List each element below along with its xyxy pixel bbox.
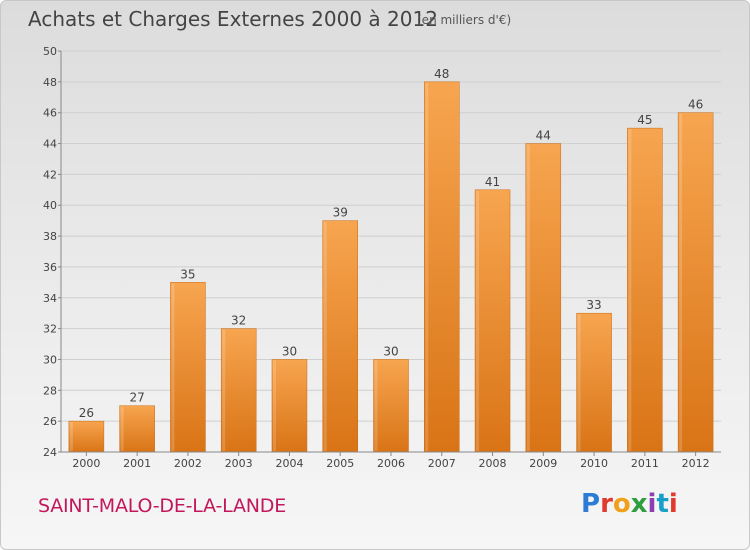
bar-2003 [220, 328, 257, 453]
y-tick-label: 50 [43, 45, 57, 58]
place-name: SAINT-MALO-DE-LA-LANDE [38, 495, 286, 517]
bar-2002 [170, 282, 206, 453]
y-tick-label: 30 [43, 353, 57, 366]
bar-highlight [628, 129, 632, 451]
x-tick-label: 2009 [529, 457, 557, 470]
x-tick-label: 2004 [275, 457, 303, 470]
data-label: 26 [79, 406, 94, 420]
logo-letter: t [656, 489, 669, 519]
labels: 24 26 28 30 32 34 36 38 40 42 44 46 48 50 26 2000 27 2001… [43, 45, 710, 470]
data-label: 48 [434, 67, 449, 81]
x-tick-label: 2006 [377, 457, 405, 470]
data-label: 41 [485, 175, 500, 189]
data-label: 35 [180, 267, 195, 281]
chart-title: Achats et Charges Externes 2000 à 2012 [28, 7, 438, 31]
bar-highlight [577, 314, 581, 451]
bar-2010 [576, 312, 612, 453]
bar-2004 [271, 359, 308, 453]
bar-highlight [69, 422, 73, 451]
y-tick-label: 24 [43, 446, 57, 459]
y-tick-label: 32 [43, 323, 57, 336]
bar-highlight [120, 406, 124, 451]
y-tick-label: 28 [43, 384, 57, 397]
data-label: 44 [536, 129, 551, 143]
x-tick-label: 2012 [682, 457, 710, 470]
logo-letter: i [668, 489, 678, 519]
logo-letter: x [630, 489, 648, 519]
x-tick-label: 2007 [428, 457, 456, 470]
bar-highlight [526, 144, 530, 452]
y-tick-label: 48 [43, 76, 57, 89]
data-label: 32 [231, 314, 246, 328]
bar-highlight [323, 221, 327, 451]
bar-highlight [171, 283, 175, 451]
x-tick-label: 2003 [225, 457, 253, 470]
bar-highlight [272, 360, 276, 451]
y-tick-label: 26 [43, 415, 57, 428]
data-label: 30 [383, 344, 398, 358]
data-label: 46 [688, 98, 703, 112]
bar-2008 [474, 189, 511, 453]
y-tick-label: 44 [43, 138, 57, 151]
data-label: 27 [130, 391, 145, 405]
bar-highlight [374, 360, 378, 451]
bar-2001 [119, 405, 155, 453]
x-tick-label: 2000 [72, 457, 100, 470]
logo-letter: o [612, 489, 631, 519]
data-label: 45 [637, 113, 652, 127]
logo-letter: i [647, 489, 657, 519]
y-tick-label: 42 [43, 168, 57, 181]
y-tick-label: 46 [43, 107, 57, 120]
bar-2000 [68, 420, 105, 453]
bar-highlight [679, 113, 683, 451]
y-tick-label: 38 [43, 230, 57, 243]
x-tick-label: 2001 [123, 457, 151, 470]
logo-letter: r [600, 489, 613, 519]
x-tick-label: 2010 [580, 457, 608, 470]
bar-2006 [373, 359, 409, 453]
x-tick-label: 2002 [174, 457, 202, 470]
logo-letter: P [581, 489, 601, 519]
bar-highlight [476, 190, 480, 452]
x-tick-label: 2011 [631, 457, 659, 470]
proxiti-logo: Proxiti [581, 489, 678, 519]
bar-2012 [677, 112, 714, 453]
data-label: 39 [333, 206, 348, 220]
bar-2011 [627, 127, 663, 453]
y-tick-label: 34 [43, 292, 57, 305]
bar-highlight [425, 82, 429, 451]
bar-2007 [424, 81, 460, 453]
y-tick-label: 36 [43, 261, 57, 274]
bar-2009 [525, 143, 562, 453]
bar-2005 [322, 220, 358, 453]
x-tick-label: 2005 [326, 457, 354, 470]
chart-subtitle: (en milliers d'€) [417, 13, 512, 27]
data-label: 30 [282, 344, 297, 358]
axes [58, 50, 721, 456]
bars [68, 81, 714, 453]
x-tick-label: 2008 [479, 457, 507, 470]
bar-highlight [222, 329, 226, 451]
data-label: 33 [586, 298, 601, 312]
y-tick-label: 40 [43, 199, 57, 212]
